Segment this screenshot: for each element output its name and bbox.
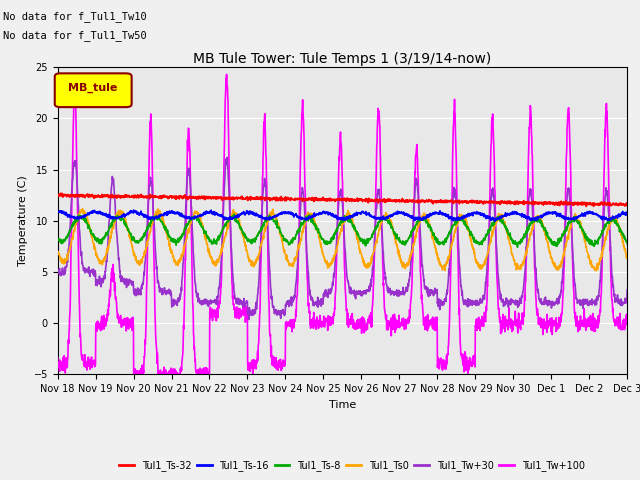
Tul1_Ts0 — [607, 218, 615, 224]
Line: Tul1_Ts-16: Tul1_Ts-16 — [58, 210, 627, 221]
X-axis label: Time: Time — [329, 400, 356, 409]
Tul1_Tw+100 — [503, 319, 511, 325]
Tul1_Ts0 — [623, 256, 631, 262]
Line: Tul1_Tw+30: Tul1_Tw+30 — [58, 157, 627, 320]
Tul1_Tw+100 — [83, 360, 90, 365]
Tul1_Tw+30 — [223, 155, 231, 160]
Tul1_Ts-16 — [607, 216, 615, 222]
Tul1_Ts-32 — [582, 204, 590, 209]
Tul1_Ts-8 — [230, 211, 238, 217]
FancyBboxPatch shape — [55, 73, 132, 107]
Tul1_Ts-32 — [57, 191, 65, 196]
Tul1_Ts-16 — [607, 215, 615, 221]
Tul1_Tw+100 — [163, 384, 171, 390]
Tul1_Ts-16 — [54, 209, 61, 215]
Tul1_Ts-32 — [331, 198, 339, 204]
Tul1_Tw+30 — [316, 301, 324, 307]
Tul1_Tw+30 — [503, 296, 511, 301]
Tul1_Ts-32 — [54, 192, 61, 198]
Line: Tul1_Ts-8: Tul1_Ts-8 — [58, 214, 627, 247]
Tul1_Ts-8 — [502, 227, 510, 232]
Tul1_Ts-16 — [331, 214, 339, 220]
Tul1_Tw+100 — [316, 312, 324, 318]
Tul1_Tw+100 — [607, 280, 615, 286]
Tul1_Ts-8 — [316, 230, 324, 236]
Tul1_Ts0 — [502, 226, 510, 231]
Tul1_Ts-16 — [491, 218, 499, 224]
Tul1_Ts0 — [83, 214, 91, 220]
Tul1_Ts0 — [331, 253, 339, 259]
Tul1_Tw+100 — [223, 72, 230, 77]
Line: Tul1_Tw+100: Tul1_Tw+100 — [58, 74, 627, 387]
Tul1_Ts-32 — [83, 192, 91, 197]
Tul1_Tw+30 — [83, 268, 90, 274]
Tul1_Ts-32 — [607, 203, 615, 209]
Tul1_Ts-8 — [607, 215, 615, 221]
Tul1_Tw+30 — [607, 253, 615, 259]
Tul1_Ts-8 — [331, 229, 339, 235]
Text: MB_tule: MB_tule — [68, 83, 118, 93]
Tul1_Ts-32 — [316, 196, 324, 202]
Tul1_Tw+100 — [607, 277, 615, 283]
Tul1_Tw+100 — [623, 311, 631, 317]
Text: No data for f_Tul1_Tw10: No data for f_Tul1_Tw10 — [3, 11, 147, 22]
Tul1_Ts0 — [592, 268, 600, 274]
Tul1_Ts-8 — [83, 219, 90, 225]
Tul1_Ts-8 — [54, 236, 61, 242]
Tul1_Ts-8 — [623, 241, 631, 247]
Tul1_Tw+30 — [623, 287, 631, 293]
Tul1_Tw+30 — [607, 259, 615, 265]
Tul1_Ts0 — [607, 217, 615, 223]
Tul1_Tw+100 — [54, 354, 61, 360]
Tul1_Ts-32 — [607, 202, 615, 208]
Line: Tul1_Ts0: Tul1_Ts0 — [58, 209, 627, 271]
Tul1_Ts-32 — [502, 199, 510, 204]
Tul1_Ts-16 — [316, 210, 324, 216]
Tul1_Tw+30 — [245, 317, 253, 323]
Tul1_Ts-32 — [623, 200, 631, 206]
Line: Tul1_Ts-32: Tul1_Ts-32 — [58, 193, 627, 206]
Legend: Tul1_Ts-32, Tul1_Ts-16, Tul1_Ts-8, Tul1_Ts0, Tul1_Tw+30, Tul1_Tw+100: Tul1_Ts-32, Tul1_Ts-16, Tul1_Ts-8, Tul1_… — [115, 456, 589, 475]
Text: No data for f_Tul1_Tw50: No data for f_Tul1_Tw50 — [3, 30, 147, 41]
Tul1_Ts0 — [79, 206, 86, 212]
Tul1_Ts0 — [316, 237, 324, 242]
Tul1_Ts-16 — [503, 213, 511, 218]
Tul1_Ts-8 — [607, 218, 615, 224]
Tul1_Ts-16 — [623, 209, 631, 215]
Tul1_Ts-8 — [514, 244, 522, 250]
Tul1_Tw+100 — [332, 295, 339, 300]
Tul1_Tw+30 — [332, 260, 339, 265]
Tul1_Ts0 — [54, 249, 61, 254]
Y-axis label: Temperature (C): Temperature (C) — [18, 175, 28, 266]
Tul1_Tw+30 — [54, 269, 61, 275]
Tul1_Ts-16 — [83, 212, 90, 217]
Tul1_Ts-16 — [130, 207, 138, 213]
Title: MB Tule Tower: Tule Temps 1 (3/19/14-now): MB Tule Tower: Tule Temps 1 (3/19/14-now… — [193, 52, 492, 66]
